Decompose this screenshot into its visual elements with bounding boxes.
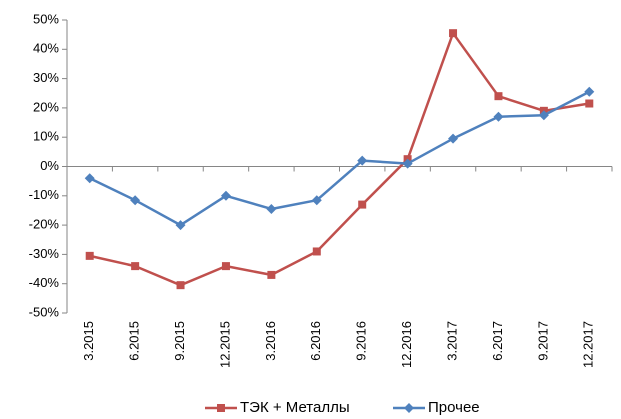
x-tick-label: 12.2016	[399, 321, 414, 368]
y-tick-label: -40%	[29, 275, 60, 290]
point	[357, 155, 368, 166]
legend-marker	[404, 403, 414, 413]
y-tick-label: 0%	[40, 158, 59, 173]
point	[130, 195, 141, 206]
y-tick-label: -20%	[29, 217, 60, 232]
y-tick-label: -10%	[29, 187, 60, 202]
point	[494, 92, 503, 101]
point	[311, 195, 322, 206]
y-tick-label: -50%	[29, 304, 60, 319]
x-tick-label: 3.2017	[444, 321, 459, 361]
point	[538, 110, 549, 121]
point	[131, 262, 140, 271]
y-tick-label: 20%	[33, 99, 59, 114]
x-tick-label: 6.2015	[127, 321, 142, 361]
point	[585, 99, 594, 108]
point	[175, 220, 186, 231]
y-tick-label: 30%	[33, 70, 59, 85]
y-tick-label: -30%	[29, 246, 60, 261]
y-tick-label: 40%	[33, 41, 59, 56]
series-line	[89, 31, 590, 287]
x-tick-label: 9.2015	[172, 321, 187, 361]
y-tick-label: 50%	[33, 11, 59, 26]
legend-label: ТЭК + Металлы	[240, 399, 350, 416]
point	[176, 281, 185, 290]
point	[493, 111, 504, 122]
x-tick-label: 3.2015	[81, 321, 96, 361]
point	[84, 173, 95, 184]
point	[312, 247, 321, 256]
point	[358, 200, 367, 209]
legend-label: Прочее	[428, 399, 480, 416]
legend-marker	[217, 404, 225, 412]
point	[448, 133, 459, 144]
x-tick-label: 3.2016	[263, 321, 278, 361]
point	[220, 190, 231, 201]
point	[584, 86, 595, 97]
series-line	[89, 90, 590, 227]
point	[85, 251, 94, 260]
y-tick-label: 10%	[33, 129, 59, 144]
x-tick-label: 6.2016	[308, 321, 323, 361]
x-tick-label: 9.2017	[535, 321, 550, 361]
point	[449, 29, 458, 38]
x-tick-label: 12.2015	[217, 321, 232, 368]
point	[221, 262, 230, 271]
point	[267, 270, 276, 279]
x-tick-label: 9.2016	[354, 321, 369, 361]
x-tick-label: 12.2017	[581, 321, 596, 368]
point	[266, 203, 277, 214]
point	[402, 158, 413, 169]
x-tick-label: 6.2017	[490, 321, 505, 361]
